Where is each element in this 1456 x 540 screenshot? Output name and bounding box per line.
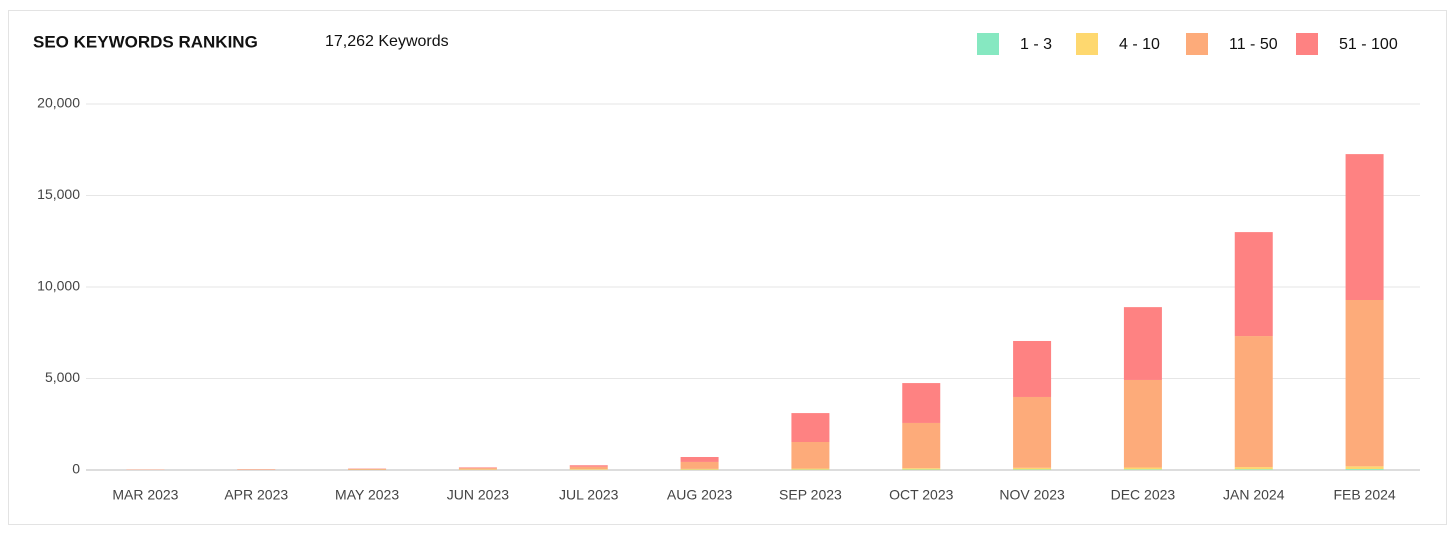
x-tick-label: APR 2023 (224, 487, 288, 503)
legend-label: 4 - 10 (1119, 36, 1160, 53)
legend-swatch (1186, 33, 1208, 55)
bar-segment (1013, 469, 1051, 470)
bar-segment (1013, 341, 1051, 397)
y-tick-label: 5,000 (45, 369, 80, 385)
bar-segment (1346, 300, 1384, 466)
bar-segment (1013, 468, 1051, 470)
bar-segment (570, 467, 608, 469)
x-tick-label: FEB 2024 (1333, 487, 1395, 503)
bar-segment (459, 467, 497, 468)
bar-segment (348, 469, 386, 470)
x-tick-label: JUN 2023 (447, 487, 509, 503)
x-tick-label: AUG 2023 (667, 487, 733, 503)
legend-swatch (1296, 33, 1318, 55)
bar-segment (1346, 466, 1384, 469)
bar-segment (1346, 154, 1384, 300)
y-tick-label: 15,000 (37, 186, 80, 202)
legend-swatch (1076, 33, 1098, 55)
bar-segment (459, 468, 497, 469)
y-tick-label: 10,000 (37, 278, 80, 294)
bar-segment (1124, 469, 1162, 470)
bar-segment (902, 468, 940, 469)
chart-subtitle: 17,262 Keywords (325, 33, 449, 50)
bar-segment (791, 442, 829, 469)
bar-segment (1346, 469, 1384, 470)
bar-segment (1124, 380, 1162, 468)
y-tick-label: 20,000 (37, 95, 80, 111)
legend-label: 51 - 100 (1339, 36, 1398, 53)
bar-segment (681, 462, 719, 469)
bar-segment (1013, 397, 1051, 468)
bar-segment (681, 469, 719, 470)
card (9, 11, 1447, 525)
bar-segment (1124, 307, 1162, 380)
legend-label: 11 - 50 (1229, 36, 1278, 53)
bar-segment (902, 383, 940, 423)
bar-segment (791, 469, 829, 470)
bar-segment (902, 423, 940, 468)
x-tick-label: DEC 2023 (1111, 487, 1176, 503)
x-tick-label: JUL 2023 (559, 487, 619, 503)
bar-segment (1235, 336, 1273, 467)
x-tick-label: OCT 2023 (889, 487, 954, 503)
chart-title: SEO KEYWORDS RANKING (33, 32, 258, 51)
bar-segment (791, 413, 829, 442)
bar-segment (570, 465, 608, 467)
bar-segment (1124, 468, 1162, 470)
bar-segment (1235, 469, 1273, 470)
x-tick-label: NOV 2023 (999, 487, 1065, 503)
bar-segment (681, 457, 719, 462)
x-tick-label: JAN 2024 (1223, 487, 1285, 503)
bar-segment (570, 469, 608, 470)
legend-label: 1 - 3 (1020, 36, 1052, 53)
y-tick-label: 0 (72, 461, 80, 477)
x-tick-label: MAR 2023 (112, 487, 178, 503)
bar-segment (1235, 232, 1273, 336)
legend-swatch (977, 33, 999, 55)
x-tick-label: SEP 2023 (779, 487, 842, 503)
bar-segment (1235, 467, 1273, 469)
x-tick-label: MAY 2023 (335, 487, 399, 503)
